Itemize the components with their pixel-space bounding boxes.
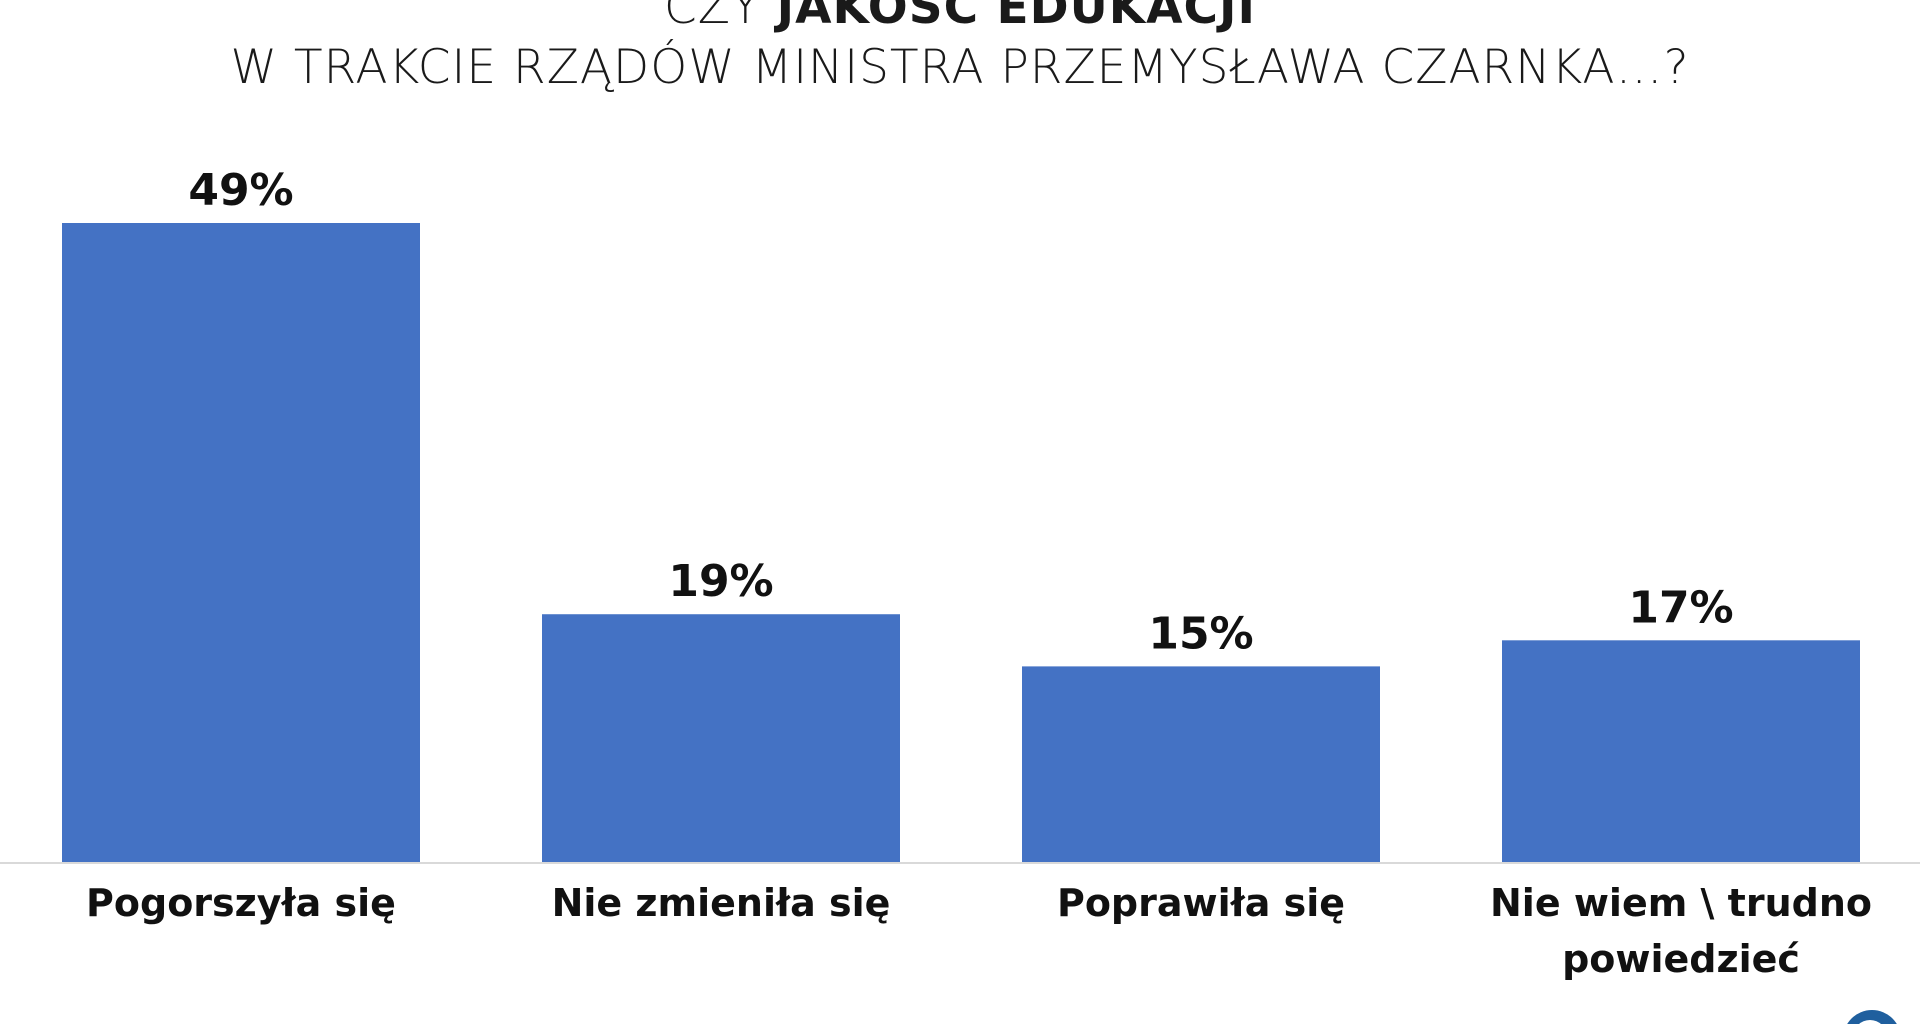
category-label-line: powiedzieć — [1562, 937, 1800, 981]
category-label: Pogorszyła się — [86, 881, 396, 925]
category-label-line: Nie zmieniła się — [552, 881, 891, 925]
category-label: Nie zmieniła się — [552, 881, 891, 925]
data-label: 17% — [1628, 582, 1733, 633]
bar — [62, 223, 420, 862]
chart-title-line-1: CZY JAKOŚĆ EDUKACJI — [0, 0, 1920, 38]
data-label: 15% — [1148, 608, 1253, 659]
chart-title-emphasis: JAKOŚĆ EDUKACJI — [776, 0, 1257, 35]
logo-icon — [1843, 1010, 1901, 1024]
category-label-line: Nie wiem \ trudno — [1490, 881, 1872, 925]
bar — [542, 614, 900, 862]
chart-title: CZY JAKOŚĆ EDUKACJI W TRAKCIE RZĄDÓW MIN… — [0, 0, 1920, 98]
chart-title-prefix: CZY — [663, 0, 777, 35]
category-label: Nie wiem \ trudno powiedzieć — [1490, 881, 1872, 981]
category-label-line: Pogorszyła się — [86, 881, 396, 925]
data-label: 49% — [188, 165, 293, 216]
bar — [1502, 640, 1860, 862]
category-label-line: Poprawiła się — [1057, 881, 1345, 925]
chart-title-line-2: W TRAKCIE RZĄDÓW MINISTRA PRZEMYSŁAWA CZ… — [230, 40, 1690, 95]
category-label: Poprawiła się — [1057, 881, 1345, 925]
data-label: 19% — [668, 556, 773, 607]
bar — [1022, 666, 1380, 862]
